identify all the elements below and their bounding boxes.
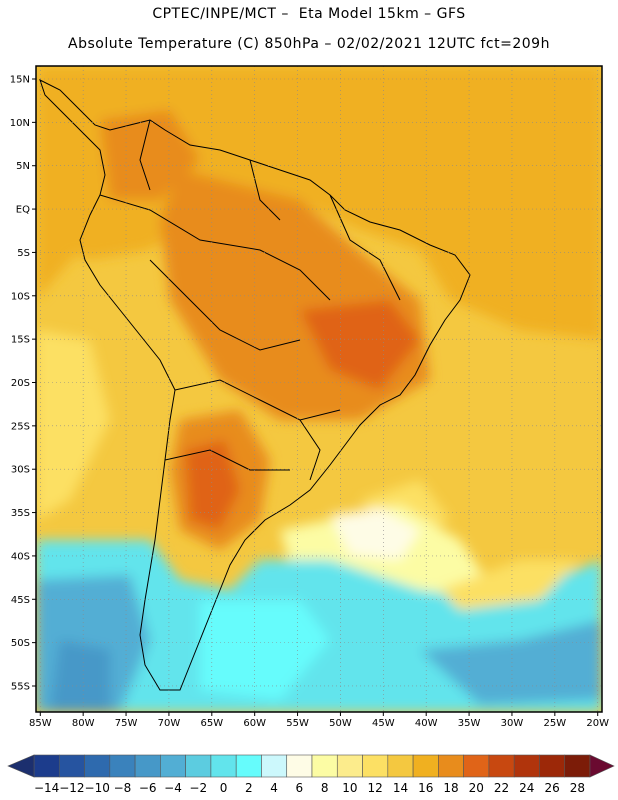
colorbar-swatch (235, 754, 262, 778)
colorbar-label: 24 (519, 781, 534, 795)
colorbar-max-arrow (589, 754, 615, 778)
lat-tick-label: 50S (11, 638, 30, 649)
colorbar-swatch (58, 754, 85, 778)
colorbar-swatch (438, 754, 464, 778)
colorbar-swatch (412, 754, 439, 778)
lon-tick-label: 65W (200, 718, 223, 729)
lon-tick-label: 45W (372, 718, 395, 729)
lon-tick-label: 30W (501, 718, 524, 729)
colorbar-label: 18 (443, 781, 458, 795)
title-line-1: CPTEC/INPE/MCT – Eta Model 15km – GFS (152, 6, 466, 22)
plot-frame (35, 65, 603, 713)
colorbar-swatch (336, 754, 363, 778)
colorbar-swatch (463, 754, 490, 778)
latitude-axis: 15N 10N 5N EQ 5S 10S 15S 20S 25S 30S 35S 40S 45S 50S 5… (10, 75, 36, 692)
colorbar-label: −14 (34, 781, 59, 795)
colorbar-label: −10 (85, 781, 110, 795)
colorbar-label: −4 (164, 781, 182, 795)
title-line-2: Absolute Temperature (C) 850hPa – 02/02/… (68, 36, 550, 52)
colorbar-swatch (261, 754, 288, 778)
lat-tick-label: 15S (11, 335, 30, 346)
colorbar-swatch (109, 754, 136, 778)
colorbar-swatch (286, 754, 313, 778)
colorbar-label: 12 (368, 781, 383, 795)
lat-tick-label: EQ (16, 205, 30, 216)
lon-tick-label: 40W (415, 718, 438, 729)
colorbar-swatch (362, 754, 389, 778)
colorbar-label: −6 (139, 781, 157, 795)
colorbar-label: 2 (245, 781, 253, 795)
lon-tick-label: 80W (72, 718, 95, 729)
colorbar-label: 4 (270, 781, 278, 795)
lat-tick-label: 40S (11, 551, 30, 562)
colorbar-label: −2 (189, 781, 207, 795)
lat-tick-label: 20S (11, 378, 30, 389)
lon-tick-label: 70W (158, 718, 181, 729)
lon-tick-label: 85W (29, 718, 52, 729)
colorbar (7, 754, 615, 778)
coastline-outline (39, 79, 471, 691)
colorbar-swatch (539, 754, 566, 778)
lon-tick-label: 75W (115, 718, 138, 729)
lat-tick-label: 15N (10, 75, 30, 86)
temperature-field (36, 66, 602, 712)
colorbar-label: 14 (393, 781, 408, 795)
longitude-axis: 85W 80W 75W 70W 65W 60W 55W 50W 45W 40W 35W 30W 25W 2… (29, 712, 609, 729)
lat-tick-label: 10N (10, 118, 30, 129)
colorbar-swatch (488, 754, 515, 778)
lon-tick-label: 20W (586, 718, 609, 729)
colorbar-swatch (513, 754, 540, 778)
colorbar-label: 10 (342, 781, 357, 795)
colorbar-swatch (387, 754, 414, 778)
colorbar-label: 20 (469, 781, 484, 795)
colorbar-swatch (564, 754, 591, 778)
colorbar-label: −12 (59, 781, 84, 795)
colorbar-label: 22 (494, 781, 509, 795)
lon-tick-label: 60W (243, 718, 266, 729)
colorbar-label: 8 (321, 781, 329, 795)
colorbar-label: −8 (114, 781, 132, 795)
colorbar-swatch (134, 754, 161, 778)
colorbar-swatch (210, 754, 237, 778)
lon-tick-label: 35W (458, 718, 481, 729)
lon-tick-label: 25W (544, 718, 567, 729)
colorbar-swatch (33, 754, 60, 778)
lat-tick-label: 45S (11, 595, 30, 606)
colorbar-label: 16 (418, 781, 433, 795)
lat-tick-label: 10S (11, 291, 30, 302)
lon-tick-label: 55W (286, 718, 309, 729)
lat-tick-label: 30S (11, 465, 30, 476)
colorbar-swatch (160, 754, 186, 778)
colorbar-label: 26 (544, 781, 559, 795)
colorbar-label: 28 (570, 781, 585, 795)
lat-tick-label: 35S (11, 508, 30, 519)
colorbar-swatch (84, 754, 111, 778)
colorbar-labels: −14 −12 −10 −8 −6 −4 −2 0 2 4 6 8 10 12 14 16 18 20 22 24 26… (34, 781, 585, 795)
colorbar-swatch (185, 754, 212, 778)
lat-tick-label: 55S (11, 681, 30, 692)
colorbar-swatch (311, 754, 338, 778)
colorbar-min-arrow (7, 754, 35, 778)
colorbar-label: 6 (296, 781, 304, 795)
lat-tick-label: 25S (11, 421, 30, 432)
lon-tick-label: 50W (329, 718, 352, 729)
lat-tick-label: 5N (16, 161, 30, 172)
lat-tick-label: 5S (17, 248, 30, 259)
colorbar-label: 0 (220, 781, 228, 795)
